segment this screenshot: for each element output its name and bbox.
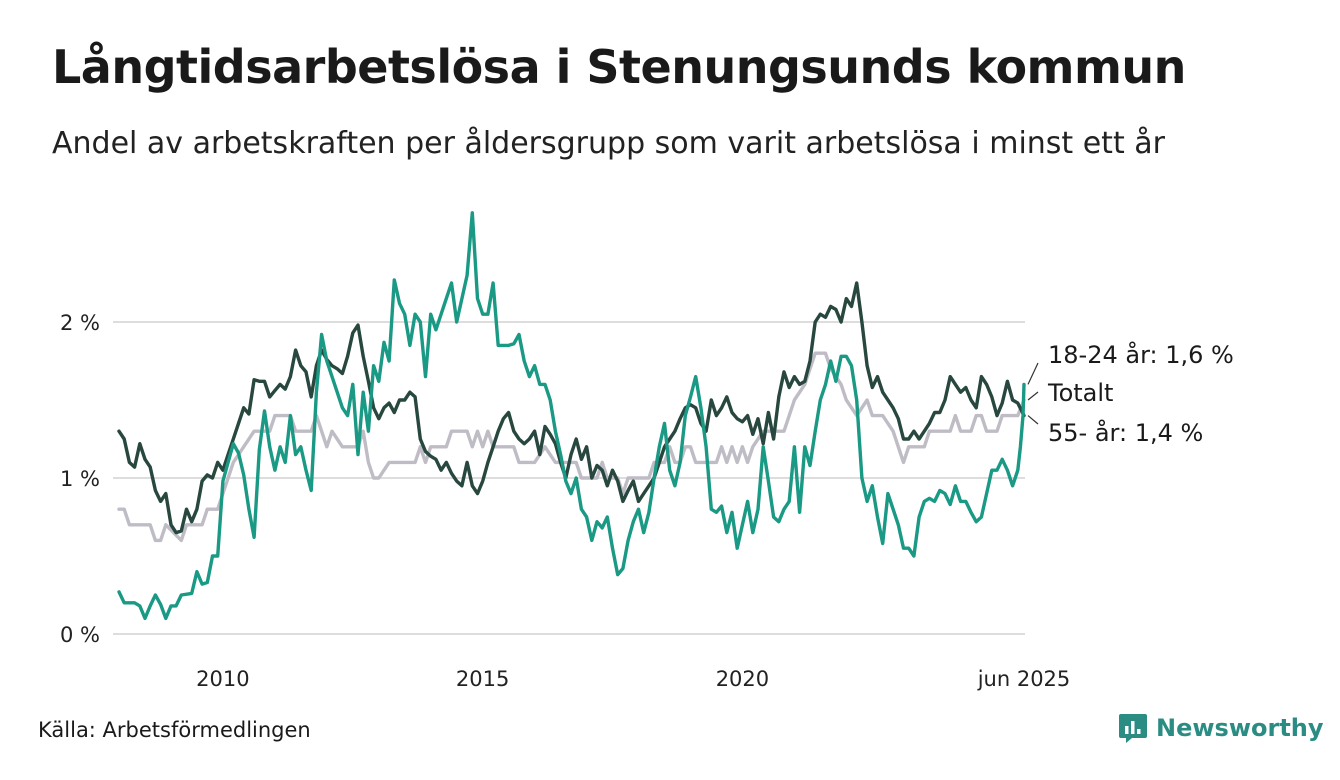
newsworthy-logo: Newsworthy	[1118, 712, 1324, 744]
y-tick-label: 1 %	[60, 467, 100, 491]
series-line-senior	[117, 281, 1026, 535]
leader-line-senior	[1027, 415, 1039, 425]
series-label-total: Totalt	[1047, 379, 1113, 407]
chart-title: Långtidsarbetslösa i Stenungsunds kommun	[52, 40, 1186, 94]
y-axis-ticks: 0 % 1 % 2 %	[60, 311, 100, 647]
x-axis-ticks: 2010 2015 2020 jun 2025	[196, 667, 1070, 691]
x-tick-label: 2010	[196, 667, 249, 691]
series-label-senior: 55- år: 1,4 %	[1048, 418, 1203, 447]
y-tick-label: 0 %	[60, 623, 100, 647]
x-tick-label: 2015	[456, 667, 509, 691]
leader-line-youth	[1027, 362, 1039, 385]
source-note: Källa: Arbetsförmedlingen	[38, 718, 311, 742]
leader-line-total	[1027, 391, 1039, 401]
x-tick-label: jun 2025	[977, 667, 1071, 691]
y-tick-label: 2 %	[60, 311, 100, 335]
chart-subtitle: Andel av arbetskraften per åldersgrupp s…	[52, 126, 1165, 161]
series-lines	[117, 211, 1026, 621]
series-labels: Totalt 55- år: 1,4 % 18-24 år: 1,6 %	[1027, 340, 1234, 447]
gridlines	[113, 321, 1025, 635]
newsworthy-logo-text: Newsworthy	[1156, 714, 1324, 742]
x-tick-label: 2020	[716, 667, 769, 691]
newsworthy-logo-icon	[1119, 714, 1147, 743]
series-label-youth: 18-24 år: 1,6 %	[1048, 340, 1234, 369]
series-line-total	[117, 351, 1026, 543]
series-line-youth	[117, 211, 1026, 621]
